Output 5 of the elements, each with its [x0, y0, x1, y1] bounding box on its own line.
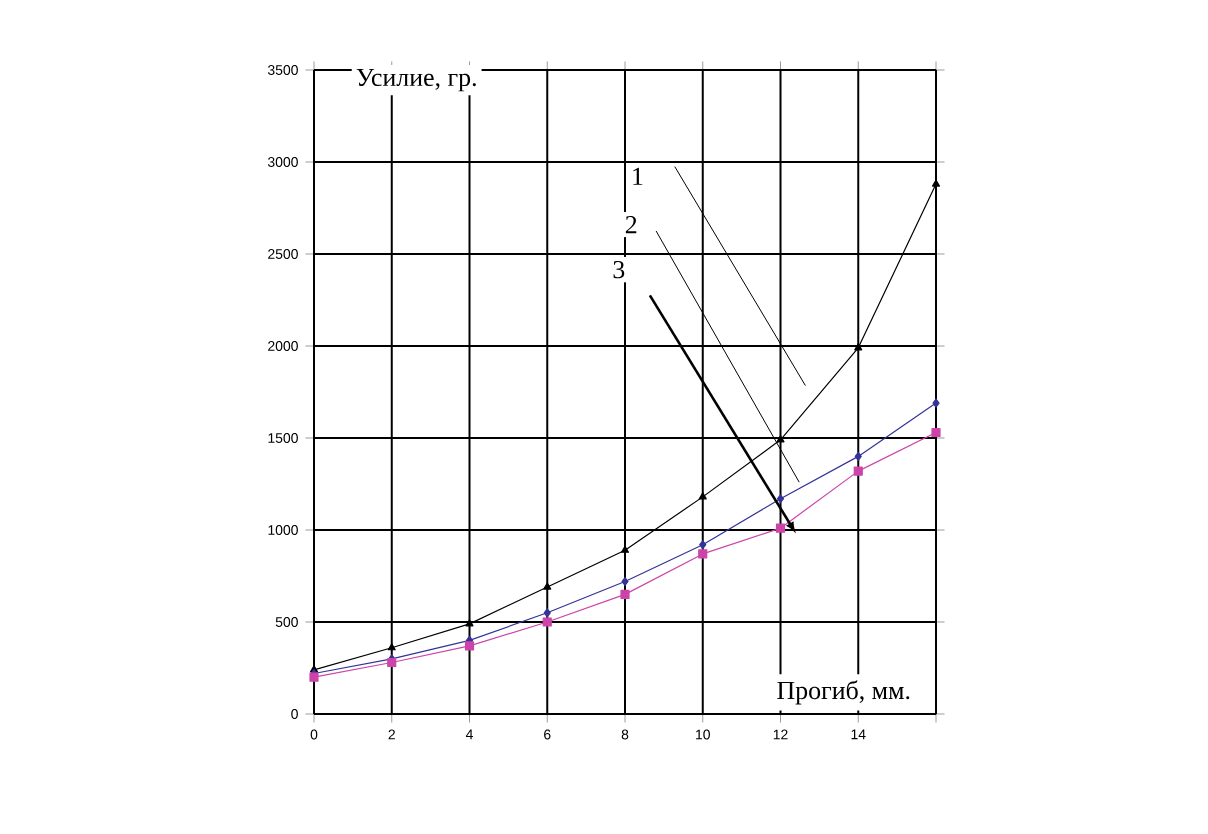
x-axis-title: Прогиб, мм. — [777, 680, 910, 705]
annotation: 1 — [633, 167, 643, 185]
y-axis-title: Усилие, гр. — [356, 68, 476, 92]
annotation: 3 — [613, 260, 625, 279]
annotation: 2 — [625, 215, 637, 234]
